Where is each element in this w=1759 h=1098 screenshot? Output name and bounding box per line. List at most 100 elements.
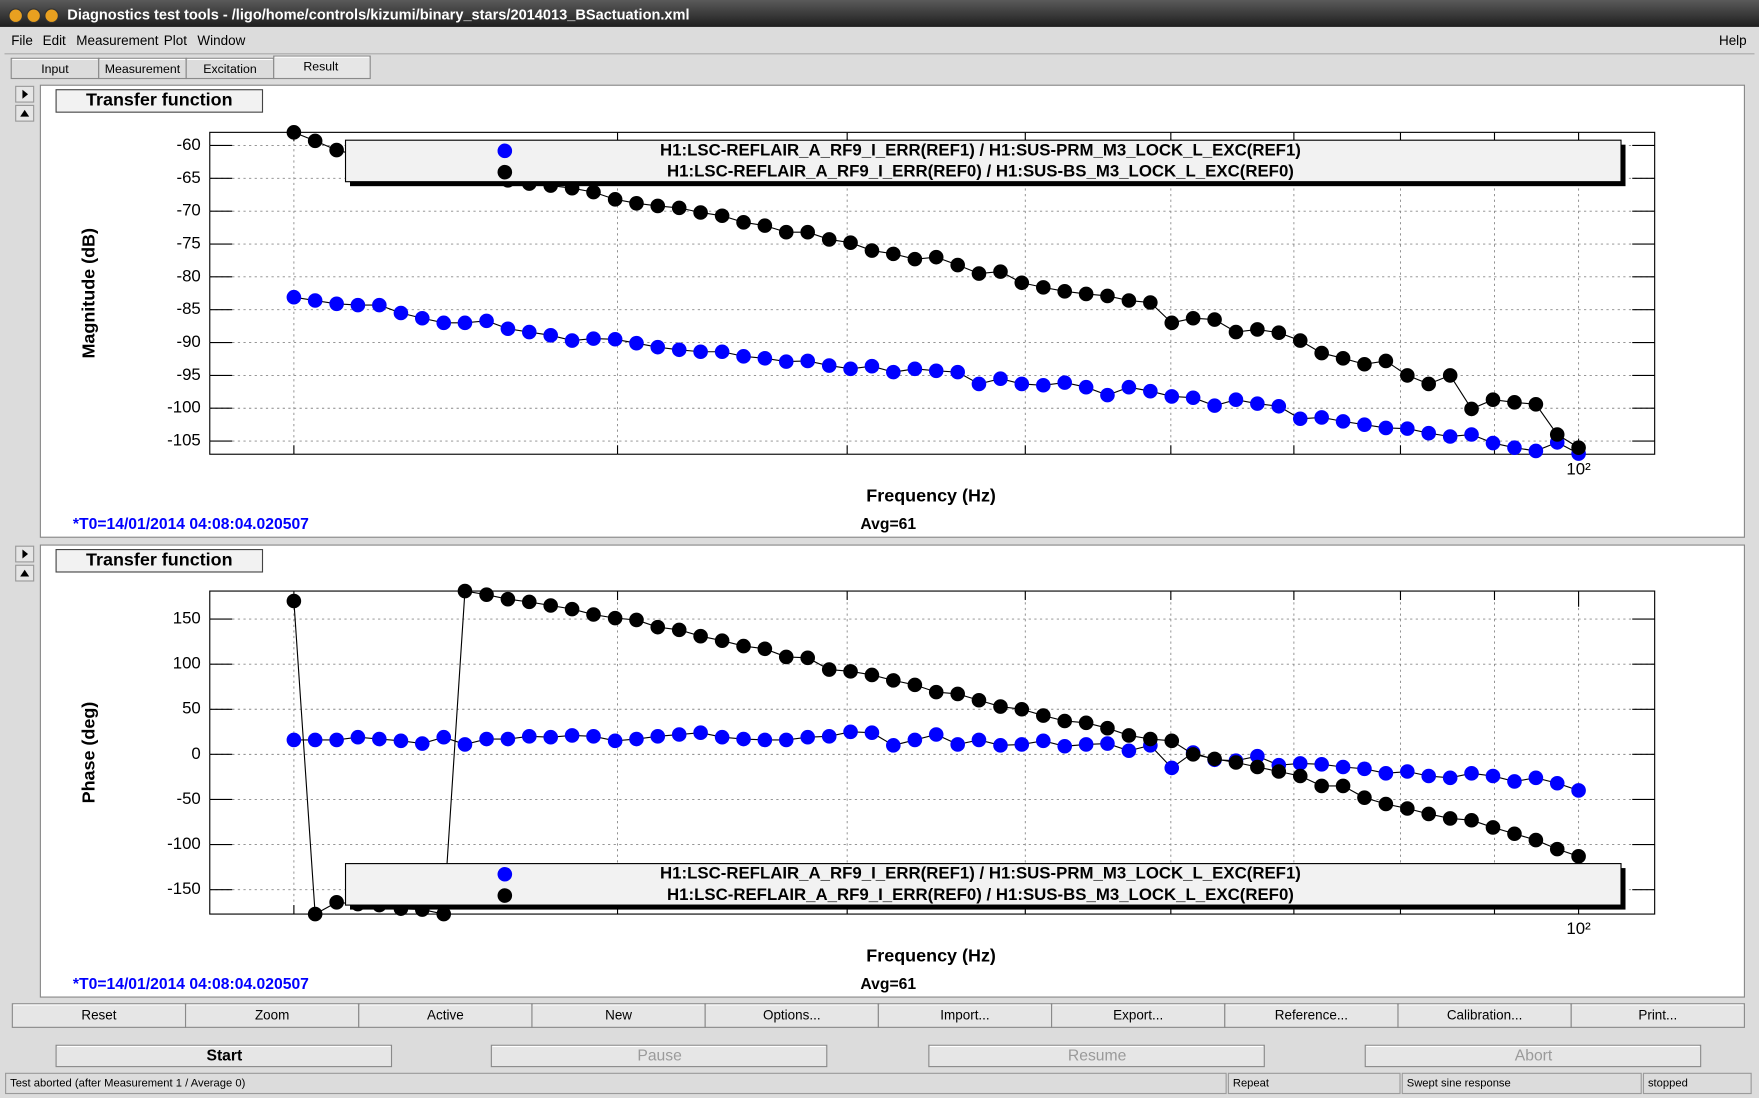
side-arrow <box>20 109 30 117</box>
control-button-label: Pause <box>637 1048 682 1065</box>
y-tick-label: -75 <box>176 233 200 252</box>
toolbar-button-label[interactable]: Export... <box>1113 1008 1163 1023</box>
data-point <box>479 587 494 602</box>
data-point <box>907 677 923 693</box>
data-point <box>307 906 323 922</box>
data-point <box>1292 756 1308 771</box>
chart-title: Transfer function <box>86 90 233 110</box>
data-point <box>736 638 751 654</box>
data-point <box>993 699 1008 714</box>
tab-label[interactable]: Measurement <box>105 62 181 76</box>
data-point <box>843 235 858 250</box>
menu-item[interactable]: Plot <box>164 33 187 48</box>
menu-item[interactable]: Measurement <box>76 33 159 48</box>
toolbar-button-label[interactable]: Import... <box>940 1008 989 1023</box>
data-point <box>1143 731 1158 747</box>
toolbar-button-label[interactable]: Options... <box>763 1008 821 1023</box>
minimize-button[interactable] <box>26 8 41 23</box>
data-point <box>1078 286 1094 302</box>
data-point <box>329 732 344 748</box>
data-point <box>1271 325 1287 340</box>
control-button[interactable] <box>55 1044 393 1068</box>
data-point <box>821 358 837 373</box>
data-point <box>1485 392 1501 407</box>
y-tick-label: -85 <box>176 299 200 318</box>
control-button <box>928 1044 1265 1068</box>
menu-item[interactable]: File <box>11 33 33 48</box>
toolbar-button-label[interactable]: Print... <box>1638 1008 1677 1023</box>
toolbar-button-label[interactable]: Reference... <box>1275 1008 1348 1023</box>
data-point <box>778 649 794 665</box>
data-point <box>928 363 944 379</box>
data-point <box>800 224 815 240</box>
tab-label[interactable]: Result <box>303 60 339 74</box>
data-point <box>693 205 708 220</box>
data-point <box>457 737 473 752</box>
data-point <box>1250 748 1265 764</box>
toolbar-button-label[interactable]: Zoom <box>255 1008 289 1023</box>
data-point <box>1164 733 1180 749</box>
data-point <box>1207 312 1222 327</box>
plot-frame <box>209 590 1656 915</box>
data-point <box>607 331 623 347</box>
y-tick-label: 150 <box>173 608 201 627</box>
legend-label: H1:LSC-REFLAIR_A_RF9_I_ERR(REF1) / H1:SU… <box>660 140 1301 159</box>
data-point <box>286 289 302 305</box>
toolbar-button-label[interactable]: Active <box>427 1008 464 1023</box>
menu-item[interactable]: Window <box>197 33 245 48</box>
data-point <box>1314 410 1329 425</box>
tab[interactable] <box>273 55 371 80</box>
data-point <box>1400 368 1415 383</box>
toolbar-button[interactable] <box>1570 1003 1745 1028</box>
tab-label[interactable]: Excitation <box>203 62 257 76</box>
data-point <box>286 593 302 609</box>
data-point <box>1207 398 1222 413</box>
legend-marker <box>497 164 513 180</box>
data-point <box>1571 783 1586 798</box>
toolbar-button-label[interactable]: New <box>605 1008 632 1023</box>
y-tick-label: -80 <box>176 266 200 285</box>
data-point <box>993 738 1008 753</box>
data-point <box>843 361 858 377</box>
data-point <box>1400 801 1415 816</box>
menu-item[interactable]: Edit <box>43 33 66 48</box>
data-point <box>800 353 815 369</box>
annotation: *T0=14/01/2014 04:08:04.020507 <box>73 976 309 993</box>
data-point <box>1464 812 1479 828</box>
data-point <box>757 351 773 366</box>
legend-label: H1:LSC-REFLAIR_A_RF9_I_ERR(REF0) / H1:SU… <box>667 885 1294 904</box>
data-point <box>436 906 452 922</box>
legend-marker <box>497 866 513 882</box>
data-point <box>1485 820 1501 835</box>
data-point <box>1421 376 1436 392</box>
data-point <box>586 184 601 200</box>
y-tick-label: 50 <box>182 699 201 718</box>
data-point <box>307 732 323 748</box>
control-button-label[interactable]: Start <box>206 1048 243 1065</box>
data-point <box>1014 275 1030 291</box>
data-point <box>350 297 366 313</box>
help-menu[interactable]: Help <box>1719 33 1747 48</box>
data-point <box>693 725 708 741</box>
toolbar-button-label[interactable]: Calibration... <box>1447 1008 1523 1023</box>
toolbar-button-label[interactable]: Reset <box>81 1008 116 1023</box>
data-point <box>286 732 302 748</box>
window-title: Diagnostics test tools - /ligo/home/cont… <box>67 8 689 24</box>
data-point <box>629 335 644 351</box>
data-point <box>564 601 580 617</box>
data-point <box>671 727 687 742</box>
data-point <box>671 622 687 638</box>
x-axis-label: Frequency (Hz) <box>866 486 996 506</box>
data-point <box>521 324 537 340</box>
close-button[interactable] <box>8 8 23 23</box>
data-point <box>1078 379 1094 395</box>
data-point <box>1121 379 1137 395</box>
data-point <box>1378 796 1394 812</box>
data-point <box>843 724 858 740</box>
legend-label: H1:LSC-REFLAIR_A_RF9_I_ERR(REF0) / H1:SU… <box>667 162 1294 181</box>
tab-label[interactable]: Input <box>41 62 69 76</box>
maximize-button[interactable] <box>44 8 59 23</box>
data-point <box>1014 376 1030 392</box>
data-point <box>1014 701 1030 717</box>
